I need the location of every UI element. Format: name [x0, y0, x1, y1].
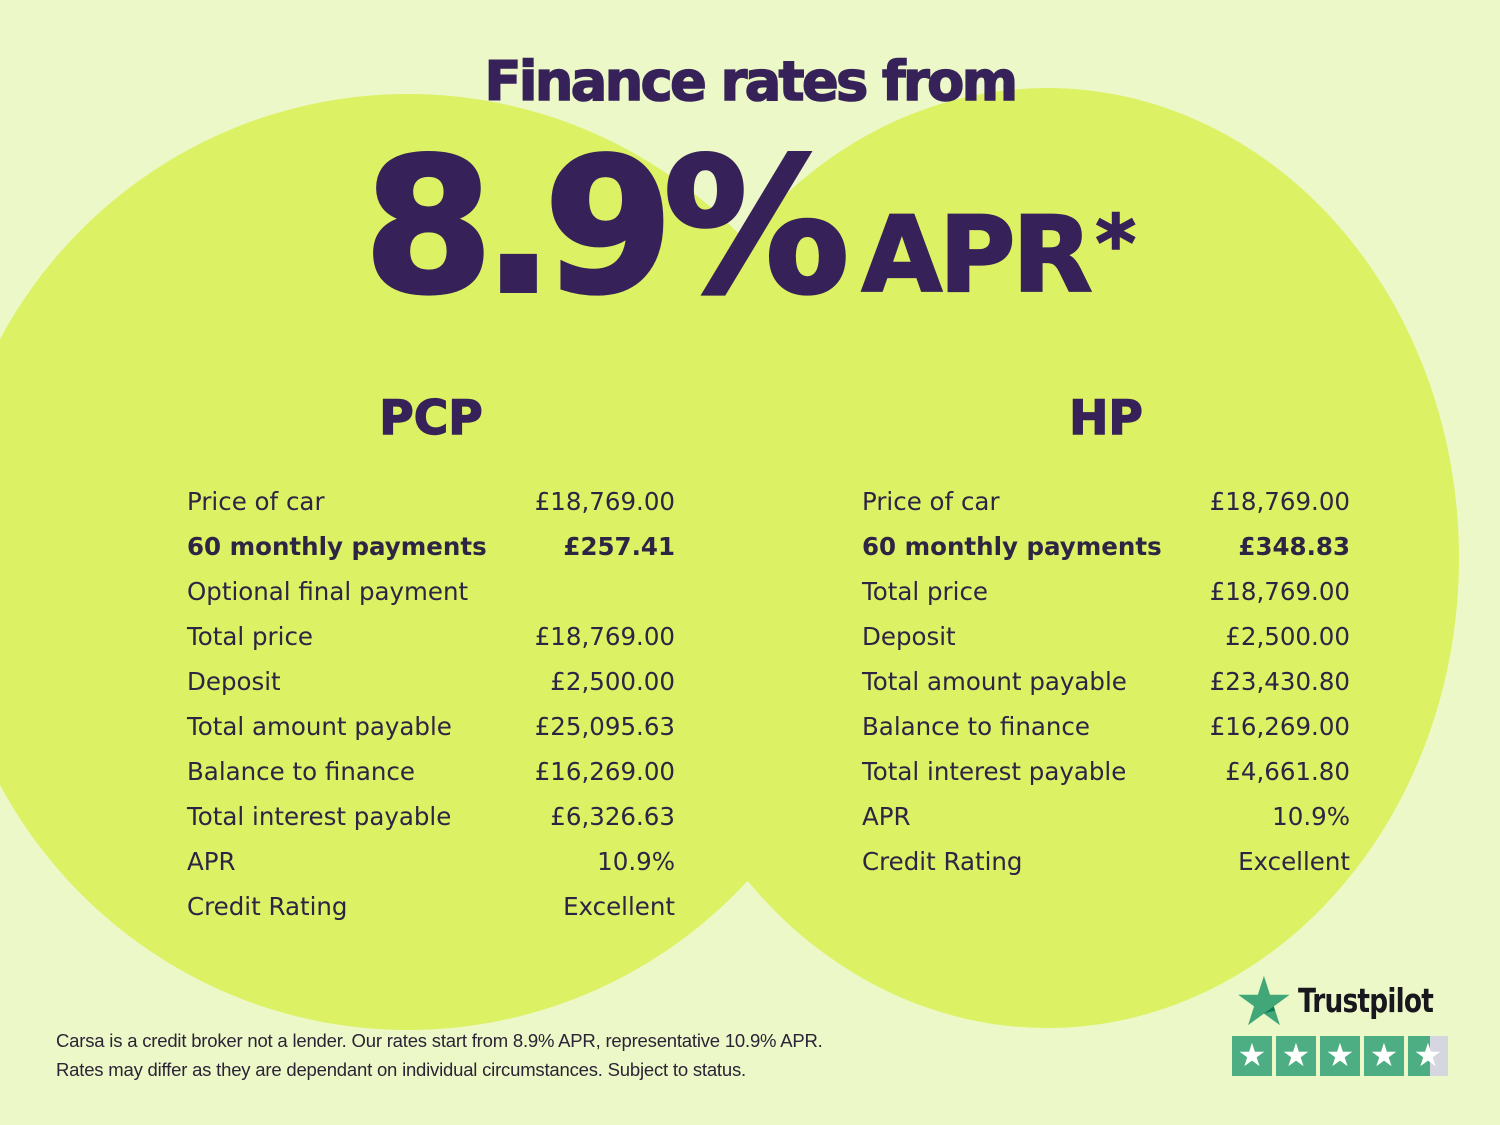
trustpilot-rating-star-box: ★ — [1232, 1036, 1272, 1076]
row-value: £4,661.80 — [1225, 757, 1350, 786]
row-value: £18,769.00 — [534, 622, 675, 651]
table-row: Credit Rating Excellent — [187, 884, 675, 929]
row-label: Balance to finance — [187, 757, 415, 786]
hp-table: HP Price of car £18,769.00 60 monthly paym… — [862, 388, 1350, 884]
table-row: 60 monthly payments £348.83 — [862, 524, 1350, 569]
table-row: Deposit £2,500.00 — [862, 614, 1350, 659]
table-row: Price of car £18,769.00 — [862, 479, 1350, 524]
trustpilot-rating-star-box: ★ — [1276, 1036, 1316, 1076]
table-row: Balance to finance £16,269.00 — [187, 749, 675, 794]
table-row: Total amount payable £25,095.63 — [187, 704, 675, 749]
row-label: Total amount payable — [862, 667, 1127, 696]
star-icon: ★ — [1413, 1036, 1443, 1074]
table-row: Total price £18,769.00 — [862, 569, 1350, 614]
hero-rate-value: 8.9% — [362, 116, 852, 337]
row-label: Credit Rating — [187, 892, 348, 921]
row-value: £18,769.00 — [534, 487, 675, 516]
hp-table-rows: Price of car £18,769.00 60 monthly payment… — [862, 479, 1350, 884]
row-value: Excellent — [563, 892, 675, 921]
table-row: Total amount payable £23,430.80 — [862, 659, 1350, 704]
row-value: £348.83 — [1238, 532, 1350, 561]
trustpilot-stars: ★ ★ ★ ★ ★ — [1232, 1036, 1467, 1076]
table-row: APR 10.9% — [187, 839, 675, 884]
row-value: £6,326.63 — [550, 802, 675, 831]
trustpilot-star-icon — [1238, 975, 1290, 1025]
hero-asterisk: * — [1095, 199, 1137, 291]
row-label: Credit Rating — [862, 847, 1023, 876]
row-label: Optional final payment — [187, 577, 469, 606]
star-icon: ★ — [1281, 1036, 1311, 1074]
pcp-table: PCP Price of car £18,769.00 60 monthly pay… — [187, 388, 675, 929]
row-label: APR — [862, 802, 911, 831]
trustpilot-rating-star-box: ★ — [1408, 1036, 1448, 1076]
star-icon: ★ — [1369, 1036, 1399, 1074]
row-label: Total price — [187, 622, 313, 651]
row-label: Total interest payable — [187, 802, 452, 831]
table-row: APR 10.9% — [862, 794, 1350, 839]
row-label: Balance to finance — [862, 712, 1090, 741]
table-row: Total interest payable £4,661.80 — [862, 749, 1350, 794]
table-row: Optional final payment — [187, 569, 675, 614]
star-icon: ★ — [1237, 1036, 1267, 1074]
trustpilot-rating-star-box: ★ — [1364, 1036, 1404, 1076]
hero-rate-unit: APR — [861, 193, 1094, 317]
row-value: Excellent — [1238, 847, 1350, 876]
row-label: 60 monthly payments — [187, 532, 487, 561]
table-row: Total interest payable £6,326.63 — [187, 794, 675, 839]
trustpilot-block: Trustpilot ★ ★ ★ ★ ★ — [1232, 974, 1467, 1076]
row-label: Total price — [862, 577, 988, 606]
hero-rate-line: 8.9% APR * — [0, 116, 1500, 337]
row-label: Deposit — [862, 622, 956, 651]
row-label: APR — [187, 847, 236, 876]
row-label: Deposit — [187, 667, 281, 696]
pcp-table-header: PCP — [379, 390, 484, 446]
row-value: £16,269.00 — [1209, 712, 1350, 741]
star-icon: ★ — [1325, 1036, 1355, 1074]
trustpilot-logo-row: Trustpilot — [1232, 974, 1467, 1026]
disclaimer-line-2: Rates may differ as they are dependant o… — [56, 1059, 746, 1080]
pcp-table-rows: Price of car £18,769.00 60 monthly payment… — [187, 479, 675, 929]
row-label: Price of car — [862, 487, 1000, 516]
row-label: 60 monthly payments — [862, 532, 1162, 561]
row-label: Total amount payable — [187, 712, 452, 741]
row-label: Total interest payable — [862, 757, 1127, 786]
trustpilot-rating-star-box: ★ — [1320, 1036, 1360, 1076]
page-title: Finance rates from — [484, 49, 1019, 114]
row-value: £25,095.63 — [534, 712, 675, 741]
row-value: £2,500.00 — [550, 667, 675, 696]
row-value: £16,269.00 — [534, 757, 675, 786]
row-value: £257.41 — [563, 532, 675, 561]
trustpilot-brand-text: Trustpilot — [1298, 980, 1434, 1020]
table-row: Price of car £18,769.00 — [187, 479, 675, 524]
table-row: Credit Rating Excellent — [862, 839, 1350, 884]
row-value: £23,430.80 — [1209, 667, 1350, 696]
background-circle-right — [635, 88, 1459, 1028]
hp-table-header: HP — [1068, 390, 1143, 446]
disclaimer-line-1: Carsa is a credit broker not a lender. O… — [56, 1030, 823, 1051]
table-row: Deposit £2,500.00 — [187, 659, 675, 704]
disclaimer: Carsa is a credit broker not a lender. O… — [56, 1026, 856, 1084]
row-value: £18,769.00 — [1209, 577, 1350, 606]
row-value: 10.9% — [1272, 802, 1350, 831]
row-value: £2,500.00 — [1225, 622, 1350, 651]
table-row: Balance to finance £16,269.00 — [862, 704, 1350, 749]
table-row: 60 monthly payments £257.41 — [187, 524, 675, 569]
row-label: Price of car — [187, 487, 325, 516]
row-value: 10.9% — [597, 847, 675, 876]
row-value: £18,769.00 — [1209, 487, 1350, 516]
table-row: Total price £18,769.00 — [187, 614, 675, 659]
